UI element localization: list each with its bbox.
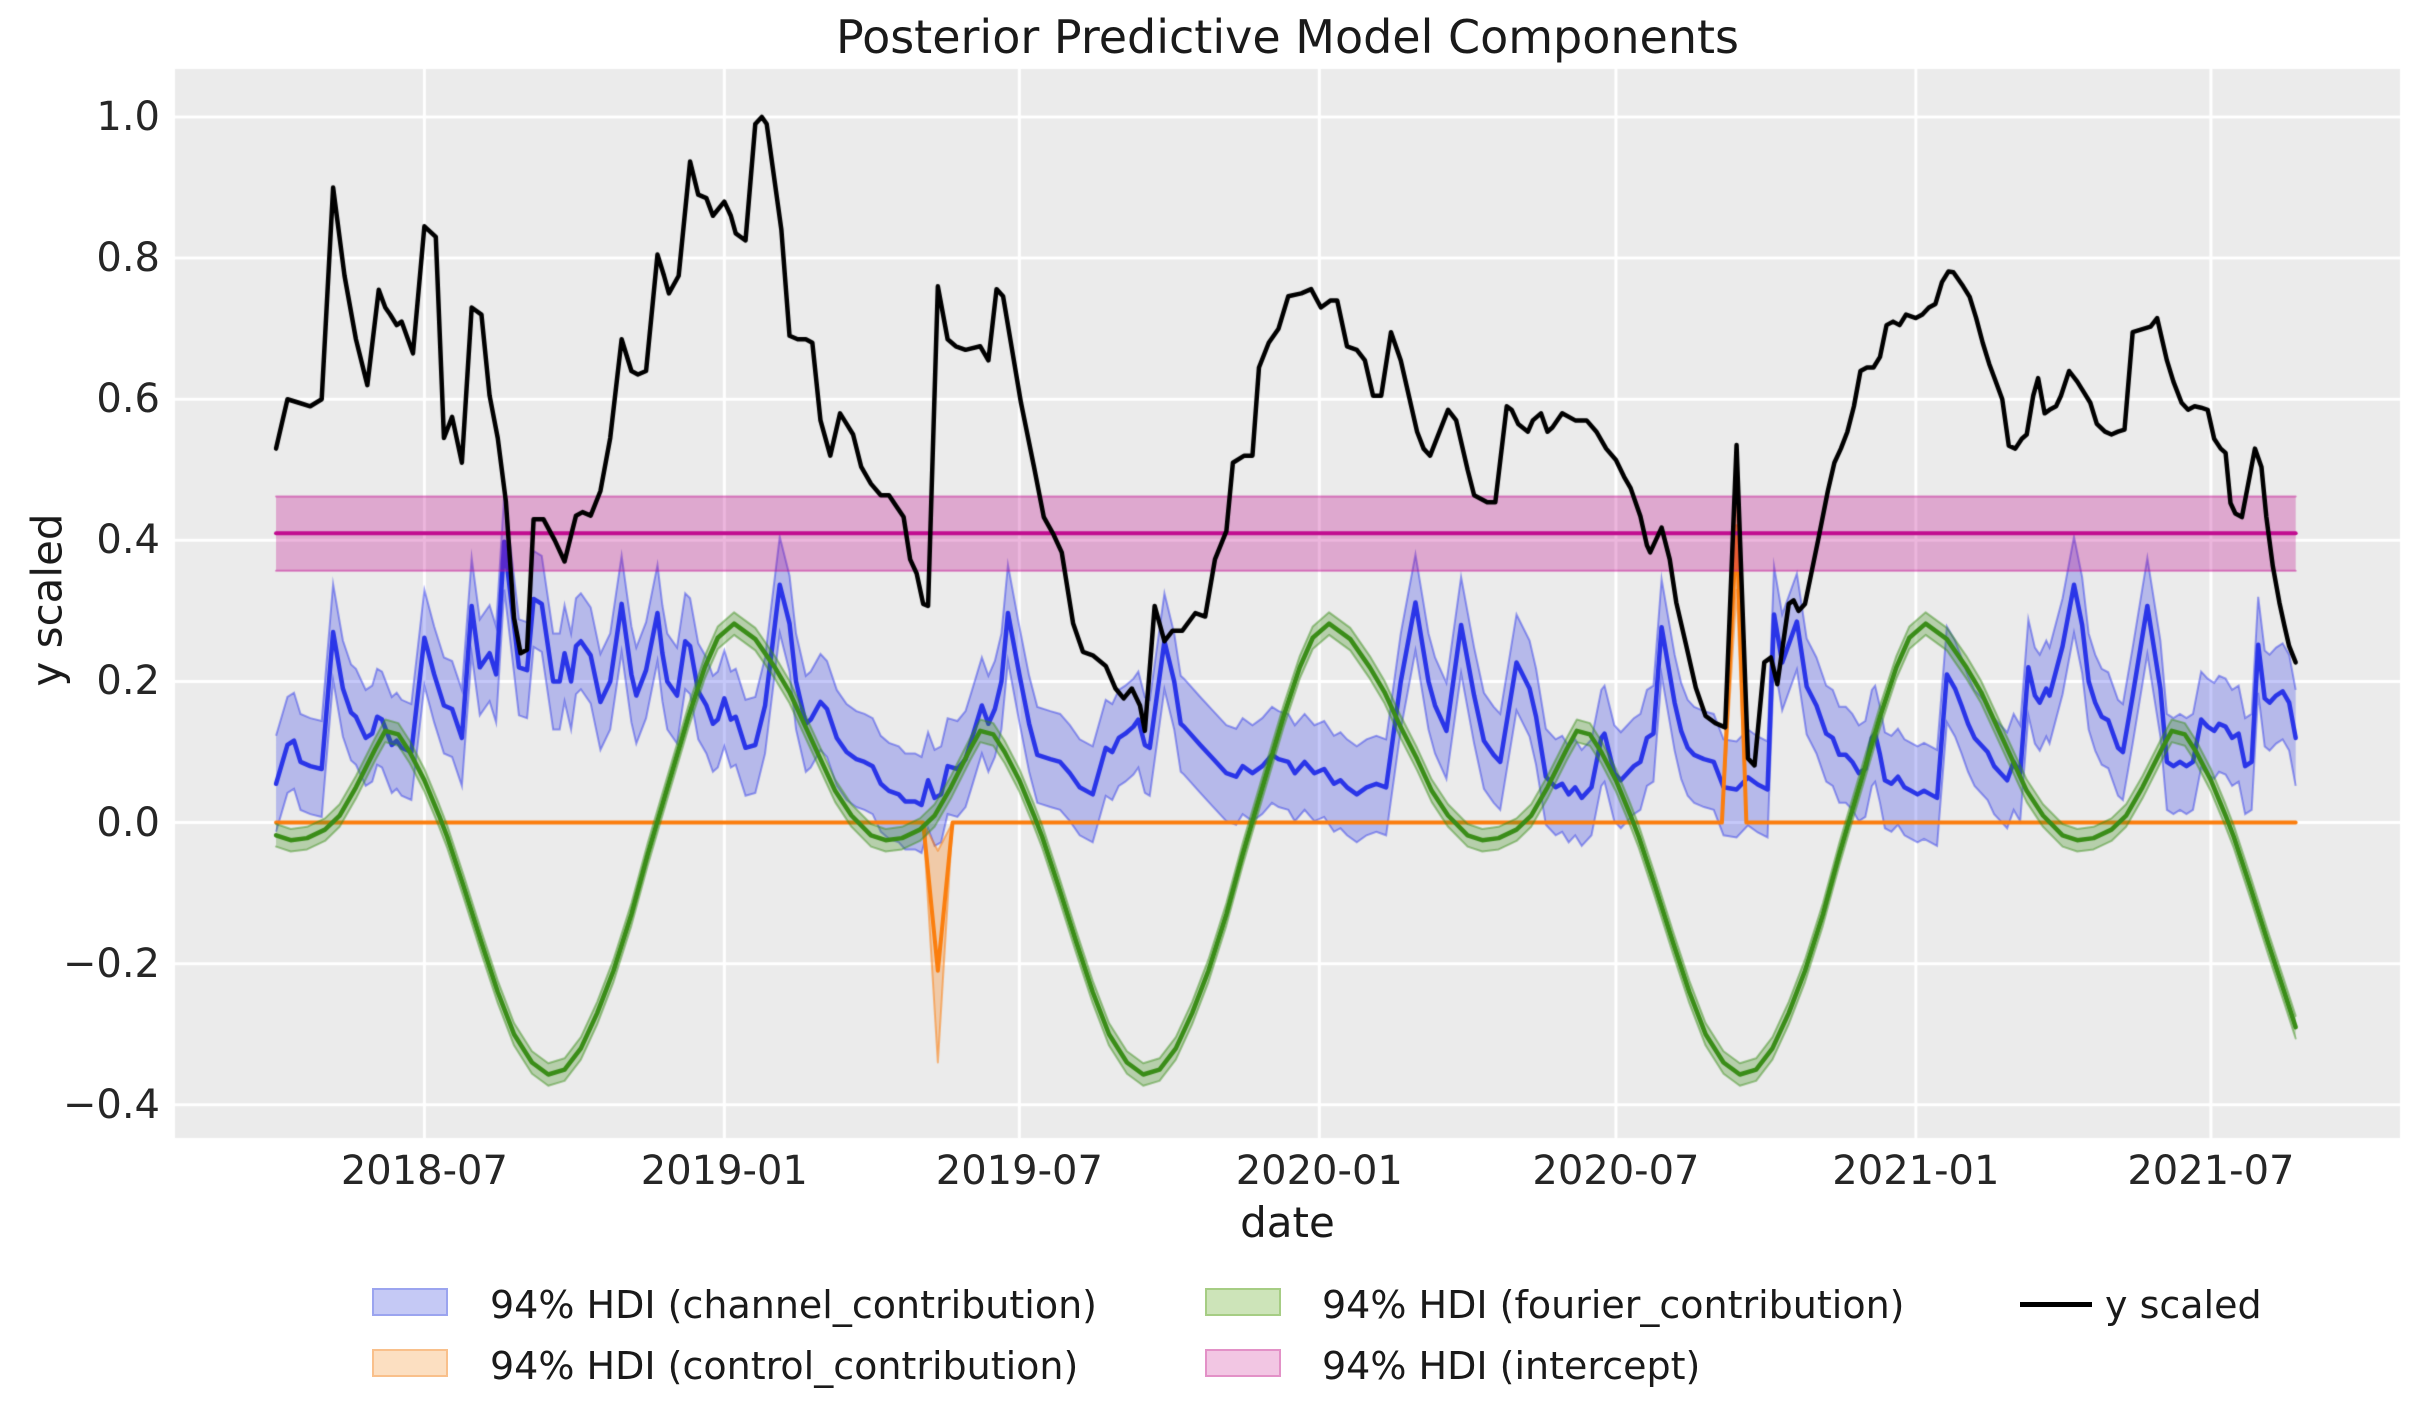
x-tick-label: 2021-01 <box>1832 1148 2000 1194</box>
legend-label: y scaled <box>2105 1283 2262 1327</box>
y-axis-label: y scaled <box>22 513 72 687</box>
y-tick-label: 0.2 <box>96 658 160 705</box>
intercept-hdi-swatch <box>1205 1349 1281 1377</box>
chart-title: Posterior Predictive Model Components <box>835 10 1740 64</box>
legend-label: 94% HDI (control_contribution) <box>490 1344 1079 1388</box>
x-tick-label: 2019-01 <box>640 1148 808 1194</box>
y-tick-label: 0.8 <box>96 235 160 282</box>
y-tick-label: −0.4 <box>62 1081 160 1128</box>
fourier-hdi-swatch <box>1205 1288 1281 1316</box>
control-hdi-swatch <box>372 1349 448 1377</box>
x-tick-label: 2018-07 <box>340 1148 508 1194</box>
y-tick-label: 1.0 <box>96 93 160 140</box>
y-tick-label: −0.2 <box>62 940 160 987</box>
y-scaled-line-sample <box>2020 1302 2092 1307</box>
x-axis-label: date <box>1240 1198 1335 1247</box>
x-tick-label: 2020-07 <box>1532 1148 1700 1194</box>
legend-label: 94% HDI (fourier_contribution) <box>1322 1283 1905 1327</box>
channel-hdi-swatch <box>372 1288 448 1316</box>
legend-label: 94% HDI (channel_contribution) <box>490 1283 1097 1327</box>
x-tick-label: 2020-01 <box>1235 1148 1403 1194</box>
y-tick-label: 0.4 <box>96 517 160 564</box>
x-tick-label: 2021-07 <box>2127 1148 2295 1194</box>
y-tick-label: 0.0 <box>96 799 160 846</box>
legend-label: 94% HDI (intercept) <box>1322 1344 1701 1388</box>
x-tick-label: 2019-07 <box>935 1148 1103 1194</box>
y-tick-label: 0.6 <box>96 376 160 423</box>
